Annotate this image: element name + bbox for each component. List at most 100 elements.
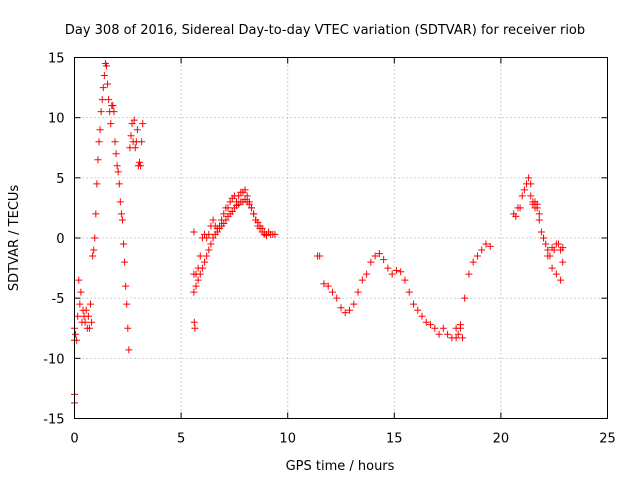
data-point: [104, 80, 112, 88]
data-point: [324, 282, 332, 290]
data-point: [516, 204, 524, 212]
data-point: [201, 258, 209, 266]
y-tick-labels: 15 10 5 0 -5 -10 -15: [43, 52, 64, 428]
data-point: [554, 240, 562, 248]
data-point: [557, 276, 565, 284]
data-point: [363, 270, 371, 278]
data-point: [414, 306, 422, 314]
data-point: [422, 318, 430, 326]
data-point: [222, 216, 230, 224]
data-point: [418, 312, 426, 320]
data-point: [72, 330, 80, 338]
data-point: [542, 240, 550, 248]
data-point: [243, 192, 251, 200]
axis-ticks: [74, 57, 608, 419]
data-point: [354, 288, 362, 296]
data-point: [94, 156, 102, 164]
data-point: [81, 318, 89, 326]
data-point: [518, 192, 526, 200]
data-point: [115, 180, 123, 188]
data-point: [128, 120, 136, 128]
data-point: [96, 126, 104, 134]
data-point: [209, 216, 217, 224]
data-point: [535, 210, 543, 218]
data-point: [91, 234, 99, 242]
data-point: [533, 204, 541, 212]
data-point: [88, 318, 96, 326]
data-point: [444, 330, 452, 338]
data-point: [139, 120, 147, 128]
data-point: [120, 240, 128, 248]
chart-title: Day 308 of 2016, Sidereal Day-to-day VTE…: [65, 23, 585, 38]
data-point: [256, 224, 264, 232]
data-point: [252, 216, 260, 224]
data-point: [100, 72, 108, 80]
x-tick-label: 15: [386, 432, 403, 447]
data-point: [316, 252, 324, 260]
data-point: [544, 246, 552, 254]
data-point: [192, 282, 200, 290]
data-point: [191, 324, 199, 332]
data-point: [520, 186, 528, 194]
data-point: [341, 309, 349, 317]
data-point: [333, 294, 341, 302]
data-point: [401, 276, 409, 284]
data-point: [250, 210, 258, 218]
data-point: [465, 270, 473, 278]
data-point: [213, 228, 221, 236]
data-point: [99, 84, 107, 92]
series: [71, 60, 567, 407]
data-point: [431, 324, 439, 332]
data-point: [203, 252, 211, 260]
data-point: [350, 300, 358, 308]
data-point: [89, 252, 97, 260]
data-point: [469, 258, 477, 266]
data-point: [245, 200, 253, 208]
data-point: [130, 116, 138, 124]
data-point: [95, 138, 103, 146]
data-point: [535, 216, 543, 224]
data-point: [375, 250, 383, 258]
data-point: [224, 204, 232, 212]
y-tick-label: 15: [48, 52, 65, 67]
data-point: [125, 346, 133, 354]
data-point: [92, 210, 100, 218]
data-point: [486, 242, 494, 250]
data-point: [109, 102, 117, 110]
data-point: [107, 120, 115, 128]
data-point: [82, 306, 90, 314]
data-point: [525, 174, 533, 182]
data-point: [205, 246, 213, 254]
data-point: [247, 204, 255, 212]
data-point: [118, 216, 126, 224]
data-point: [527, 192, 535, 200]
data-point: [384, 264, 392, 272]
data-point: [121, 258, 129, 266]
data-point: [456, 321, 464, 329]
data-point: [194, 276, 202, 284]
data-point: [559, 244, 567, 252]
data-point: [190, 318, 198, 326]
data-point: [114, 168, 122, 176]
data-point: [112, 150, 120, 158]
data-point: [552, 270, 560, 278]
data-point: [76, 300, 84, 308]
data-point: [271, 230, 279, 238]
data-point: [527, 180, 535, 188]
y-tick-label: -15: [43, 413, 64, 428]
data-point: [209, 234, 217, 242]
data-point: [75, 276, 83, 284]
data-point: [93, 180, 101, 188]
data-point: [127, 132, 135, 140]
data-point: [133, 126, 141, 134]
data-point: [196, 270, 204, 278]
x-tick-label: 25: [599, 432, 616, 447]
data-point: [512, 212, 520, 220]
data-point: [320, 280, 328, 288]
data-point: [392, 266, 400, 274]
data-point: [397, 268, 405, 276]
data-point: [262, 232, 270, 240]
x-tick-label: 20: [493, 432, 510, 447]
data-point: [454, 330, 462, 338]
